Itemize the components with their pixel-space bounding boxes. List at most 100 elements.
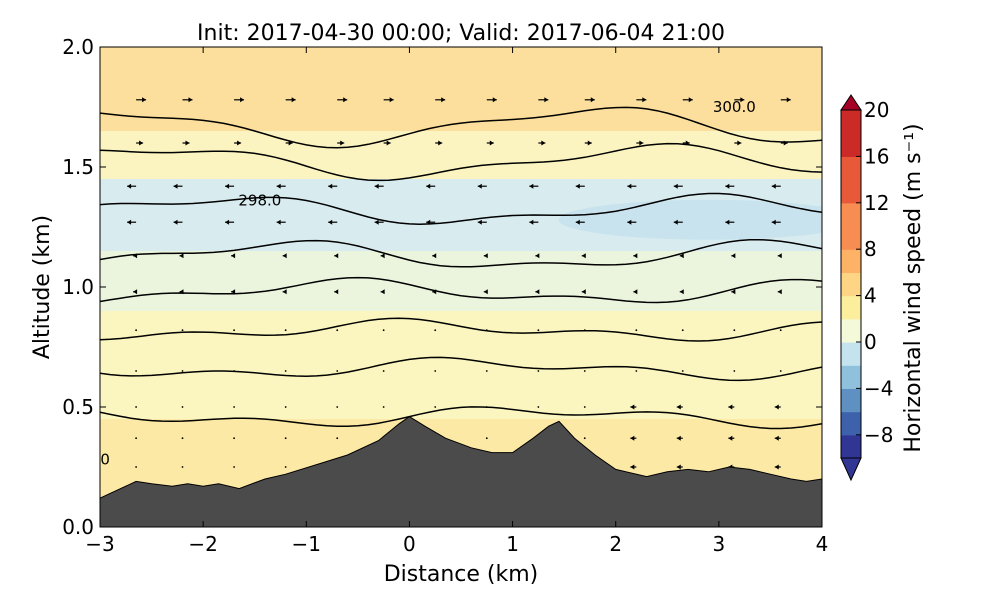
wind-vector-head [380,253,385,259]
contour-label: 0 [100,451,110,469]
colorbar-tick-label: 20 [864,98,889,122]
x-tick-label: 0 [403,532,416,556]
wind-vector [233,406,235,408]
wind-vector [537,406,540,408]
colorbar-tick-label: 8 [864,237,877,261]
wind-vector-head [389,97,394,103]
contour-line [100,142,822,182]
wind-vector-head [426,183,431,189]
wind-vector-head [575,183,580,189]
contour-line [100,238,822,268]
y-axis-label: Altitude (km) [30,215,55,359]
wind-vector [779,370,782,372]
wind-vector-head [276,183,281,189]
wind-vector [135,329,138,332]
wind-vector [284,329,287,332]
colorbar-segment [841,411,861,424]
colorbar-segment [841,295,861,308]
wind-vector-head [328,219,333,225]
contour-line [100,406,822,430]
colorbar-segment [841,423,861,436]
terrain [100,416,822,527]
wind-vector-head [477,183,482,189]
wind-vector-head [633,253,638,259]
wind-vector-head [587,140,592,146]
colorbar-segment [841,226,861,239]
wind-vector-head [676,464,681,470]
wind-vector-head [575,219,580,225]
colorbar-tick-label: 0 [864,330,877,354]
colorbar-segment [841,272,861,285]
wind-vector-head [731,253,736,259]
wind-band [100,311,822,419]
x-tick-label: 3 [712,532,725,556]
colorbar-segment [841,237,861,250]
wind-vector-head [334,253,339,259]
colorbar-segment [841,144,861,157]
colorbar-segment [841,179,861,192]
wind-vector-head [225,183,230,189]
colorbar-tick-label: 12 [864,191,889,215]
wind-vector-head [133,253,138,259]
contour-line [100,317,822,342]
contour-line [100,356,822,382]
wind-vector-head [231,253,236,259]
wind-vector-head [343,97,348,103]
x-tick-label: −1 [292,532,321,556]
colorbar-tick-label: −4 [864,376,893,400]
wind-vector [181,406,184,408]
y-tick-label: 1.0 [62,275,94,299]
wind-vector [382,406,385,408]
x-tick-label: −3 [85,532,114,556]
wind-vector-head [786,97,791,103]
wind-vector [485,329,488,332]
x-tick-label: 1 [506,532,519,556]
contour-line [100,192,822,225]
wind-vector-head [225,219,230,225]
wind-vector [336,406,339,408]
colorbar-segment [841,400,861,413]
wind-vector [434,329,437,332]
colorbar-label: Horizontal wind speed (m s⁻¹) [901,123,926,452]
wind-vector-head [676,404,681,410]
wind-vector [336,329,339,332]
potential-temperature-contours [100,106,822,430]
wind-vector-head [489,140,494,146]
wind-vector-head [581,253,586,259]
wind-vector-head [133,289,138,295]
wind-vector-head [426,219,431,225]
wind-vector-head [673,219,678,225]
colorbar-segment [841,342,861,355]
wind-band [100,47,822,131]
wind-vector-head [282,253,287,259]
colorbar-segment [841,307,861,320]
wind-vector-head [590,97,595,103]
y-axis: 0.0 0.5 1.0 1.5 2.0 [62,35,822,539]
wind-vector-head [630,435,635,441]
wind-vector-head [633,289,638,295]
wind-vector-head [179,289,184,295]
wind-vector-head [685,140,690,146]
colorbar-segment [841,156,861,169]
wind-vector-head [630,464,635,470]
wind-vector [635,370,638,372]
wind-vector-head [731,289,736,295]
colorbar-tick-label: −8 [864,423,893,447]
wind-vector-head [630,404,635,410]
x-axis: −3 −2 −1 0 1 2 3 4 [85,47,828,556]
plot-area [100,47,822,527]
wind-vector-head [492,97,497,103]
wind-vector-head [139,140,144,146]
wind-vector-head [529,183,534,189]
wind-vector-head [240,97,245,103]
contour-label: 298.0 [238,191,281,209]
wind-vector [681,329,684,332]
wind-vector-head [774,404,779,410]
colorbar: −8 −4 0 4 8 12 16 20 [840,94,893,482]
colorbar-segment [841,353,861,366]
wind-vector [485,437,488,440]
colorbar-segment [841,376,861,389]
colorbar-segment [841,260,861,273]
wind-vector [382,329,385,332]
colorbar-segment [841,133,861,146]
